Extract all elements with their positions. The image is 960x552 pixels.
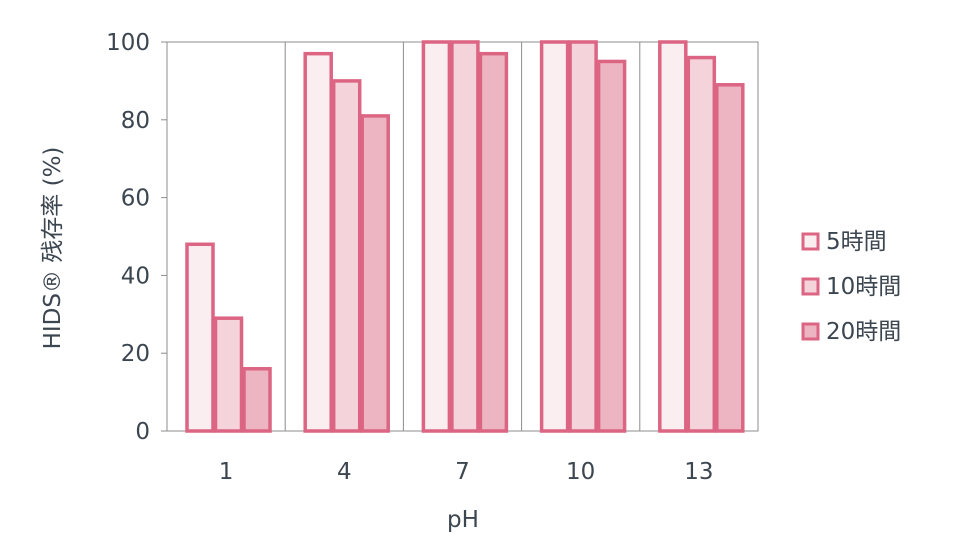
bar-5時間-4 [303, 51, 333, 433]
x-tick-label: 13 [684, 459, 713, 485]
y-tick-label: 80 [121, 108, 150, 134]
bar-5時間-1 [185, 242, 215, 433]
y-tick-label: 40 [121, 263, 150, 289]
legend-swatch [801, 232, 820, 251]
bar-20時間-4 [360, 114, 390, 433]
x-tick-label: 4 [337, 459, 352, 485]
bar-5時間-7 [421, 40, 452, 433]
bar-10時間-1 [213, 316, 244, 433]
bar-20時間-13 [715, 83, 745, 433]
y-tick-label: 100 [106, 30, 150, 56]
x-tick-label: 10 [566, 459, 595, 485]
bar-20時間-1 [242, 367, 272, 433]
y-tick-label: 20 [121, 341, 150, 367]
bar-5時間-13 [658, 40, 688, 433]
y-tick-label: 0 [135, 419, 150, 445]
legend-label: 5時間 [826, 229, 887, 255]
bar-5時間-10 [539, 40, 570, 433]
bar-10時間-7 [450, 40, 480, 433]
x-tick-label: 1 [219, 459, 234, 485]
legend: 5時間 10時間 20時間 [801, 229, 901, 345]
legend-label: 20時間 [826, 319, 901, 345]
bar-20時間-10 [596, 59, 627, 433]
legend-label: 10時間 [826, 274, 901, 300]
legend-swatch [801, 277, 820, 296]
bar-10時間-13 [686, 55, 717, 433]
x-axis-title: pH [447, 507, 479, 533]
legend-swatch [801, 322, 820, 341]
plot-area: 0 20 40 60 80 100 1 4 7 10 13 [106, 30, 759, 485]
bar-10時間-4 [331, 79, 362, 433]
y-tick-label: 60 [121, 186, 150, 212]
x-tick-label: 7 [455, 459, 470, 485]
y-axis-title: HIDS® 残存率 (%) [40, 147, 66, 350]
bar-10時間-10 [568, 40, 598, 433]
bar-20時間-7 [478, 51, 509, 433]
